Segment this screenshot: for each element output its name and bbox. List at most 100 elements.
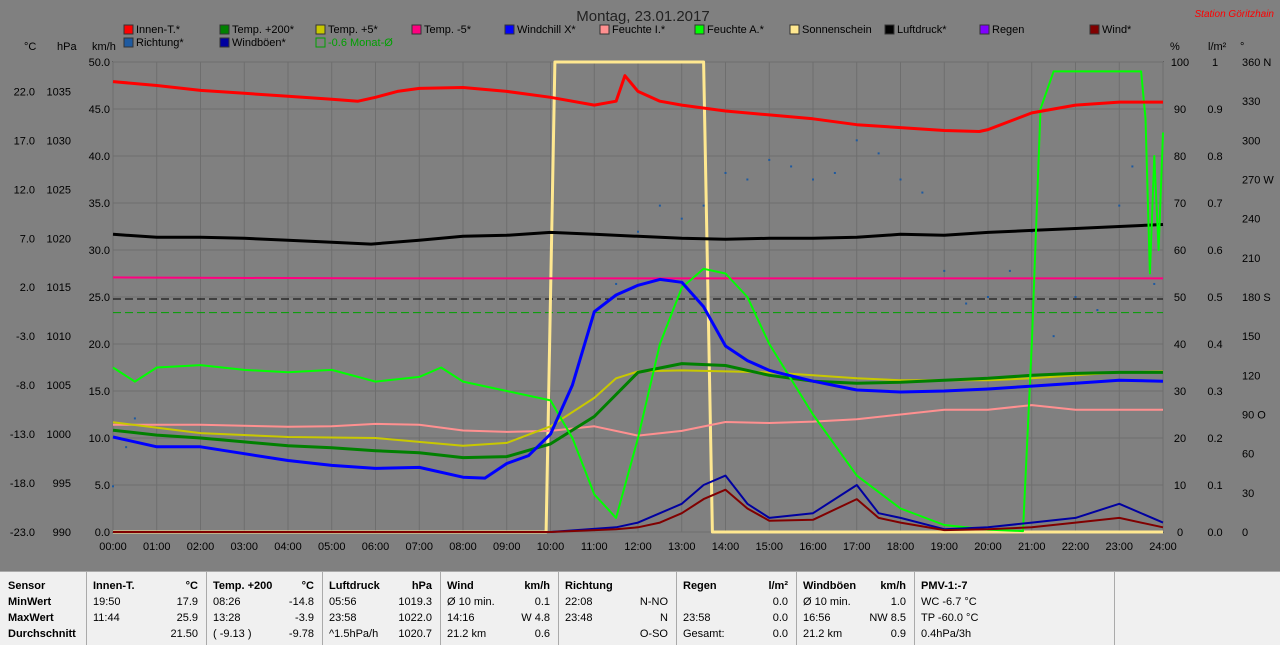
x-tick-label: 13:00 xyxy=(668,541,696,553)
direction-point xyxy=(812,178,814,181)
direction-tick-label: 330 xyxy=(1242,96,1260,108)
series-line xyxy=(113,474,1164,533)
direction-tick-label: 300 xyxy=(1242,135,1260,147)
direction-point xyxy=(855,139,858,142)
temp-tick-label: -13.0 xyxy=(10,429,35,441)
rain-tick-label: 0.5 xyxy=(1207,292,1222,304)
series-line xyxy=(112,70,1164,533)
legend-label: Windchill X* xyxy=(517,24,576,36)
pressure-tick-label: 1005 xyxy=(47,380,71,392)
table-cell-label: 08:26 xyxy=(213,596,241,608)
direction-tick-label: 240 xyxy=(1242,214,1260,226)
x-tick-label: 02:00 xyxy=(187,541,215,553)
x-tick-label: 01:00 xyxy=(143,541,171,553)
legend-swatch xyxy=(219,37,230,48)
table-column-unit: °C xyxy=(301,580,314,592)
legend-swatch xyxy=(1089,24,1100,35)
x-tick-label: 11:00 xyxy=(581,541,608,553)
legend-label: Luftdruck* xyxy=(897,24,947,36)
table-row-label-min: MinWert xyxy=(8,596,52,608)
table-cell-value: O-SO xyxy=(639,628,668,640)
table-column: Temp. +200 °C 08:26 -14.8 13:28 -3.9 ( -9.13 )… xyxy=(206,572,323,645)
x-tick-label: 04:00 xyxy=(274,541,302,553)
table-column-unit: l/m² xyxy=(768,580,788,592)
series-line xyxy=(113,488,1164,533)
wind-tick-label: 10.0 xyxy=(89,433,110,445)
legend-label: Wind* xyxy=(1102,24,1132,36)
table-cell-label: Ø 10 min. xyxy=(447,596,495,608)
table-cell-label: 21.2 km xyxy=(803,628,843,640)
direction-point xyxy=(943,269,946,272)
wind-tick-label: 20.0 xyxy=(89,339,110,351)
x-tick-label: 24:00 xyxy=(1149,541,1177,553)
direction-tick-label: 360 N xyxy=(1242,57,1271,69)
table-cell-value: 0.1 xyxy=(534,596,550,608)
table-column: Wind km/h Ø 10 min. 0.1 14:16 W 4.8 21.2 km 0.6 xyxy=(440,572,559,645)
table-cell-value: -9.78 xyxy=(288,628,314,640)
table-cell-value: W 4.8 xyxy=(521,612,550,624)
direction-point xyxy=(965,302,968,305)
direction-point xyxy=(833,171,836,174)
series-line xyxy=(112,276,1163,280)
table-column-unit: °C xyxy=(185,580,198,592)
x-tick-label: 23:00 xyxy=(1105,541,1133,553)
table-cell-value: 0.0 xyxy=(772,612,788,624)
table-row-labels: Sensor MinWert MaxWert Durchschnitt xyxy=(0,572,87,645)
table-column: Innen-T. °C 19:50 17.9 11:44 25.9 21.50 xyxy=(86,572,207,645)
temp-tick-label: 12.0 xyxy=(14,184,35,196)
percent-tick-label: 100 xyxy=(1171,57,1189,69)
direction-point xyxy=(112,485,114,488)
axes: 00:00 01:00 02:00 03:00 04:00 05:00 06:00 07:00… xyxy=(10,57,1274,553)
legend-swatch xyxy=(504,24,515,35)
table-column-header: PMV-1:-7 xyxy=(921,580,968,592)
direction-tick-label: 0 xyxy=(1242,527,1248,539)
table-column: Regen l/m² 0.0 23:58 0.0 Gesamt: 0.0 xyxy=(676,572,797,645)
table-cell-value: N xyxy=(660,612,668,624)
legend-swatch xyxy=(694,24,705,35)
direction-tick-label: 30 xyxy=(1242,488,1254,500)
unit-label: % xyxy=(1170,41,1180,53)
table-column: Windböen km/h Ø 10 min. 1.0 16:56 NW 8.5 21.2 … xyxy=(796,572,915,645)
series-line xyxy=(113,404,1163,437)
temp-tick-label: -8.0 xyxy=(16,380,35,392)
unit-label: km/h xyxy=(92,41,116,53)
direction-tick-label: 150 xyxy=(1242,331,1260,343)
direction-point xyxy=(702,204,705,207)
weather-chart: Montag, 23.01.2017 Station Göritzhain In… xyxy=(10,8,1275,553)
rain-tick-label: 0.6 xyxy=(1207,245,1222,257)
wind-tick-label: 35.0 xyxy=(89,198,110,210)
table-cell-label: 22:08 xyxy=(565,596,593,608)
direction-point xyxy=(1096,309,1099,312)
table-cell-label: 0.4hPa/3h xyxy=(921,628,972,640)
wind-tick-label: 40.0 xyxy=(89,151,110,163)
legend-label: Windböen* xyxy=(232,37,287,49)
table-cell-label: 05:56 xyxy=(329,596,357,608)
direction-point xyxy=(921,191,924,194)
table-cell-label: 11:44 xyxy=(93,612,120,624)
legend-swatch xyxy=(979,24,990,35)
table-cell-label: ^1.5hPa/h xyxy=(329,628,379,640)
direction-tick-label: 210 xyxy=(1242,253,1260,265)
table-column: Luftdruck hPa 05:56 1019.3 23:58 1022.0 ^1.5hP… xyxy=(322,572,441,645)
table-cell-label: 23:58 xyxy=(683,612,711,624)
legend-label: Regen xyxy=(992,24,1024,36)
direction-point xyxy=(1118,204,1121,207)
table-cell-label: Ø 10 min. xyxy=(803,596,851,608)
x-tick-label: 06:00 xyxy=(362,541,390,553)
table-column-header: Richtung xyxy=(565,580,613,592)
temp-tick-label: -23.0 xyxy=(10,527,35,539)
direction-point xyxy=(1052,335,1055,338)
table-cell-value: 1.0 xyxy=(890,596,906,608)
temp-tick-label: -18.0 xyxy=(10,478,35,490)
percent-tick-label: 60 xyxy=(1174,245,1186,257)
temp-tick-label: -3.0 xyxy=(16,331,35,343)
legend-swatch xyxy=(315,24,326,35)
table-cell-value: 0.0 xyxy=(772,628,788,640)
temp-tick-label: 7.0 xyxy=(20,233,35,245)
table-column-header: Innen-T. xyxy=(93,580,135,592)
table-column-unit: km/h xyxy=(524,580,550,592)
statistics-table: Sensor MinWert MaxWert Durchschnitt Inne… xyxy=(0,571,1280,645)
wind-tick-label: 5.0 xyxy=(95,480,110,492)
table-cell-label: WC -6.7 °C xyxy=(921,596,977,608)
legend-swatch xyxy=(411,24,422,35)
